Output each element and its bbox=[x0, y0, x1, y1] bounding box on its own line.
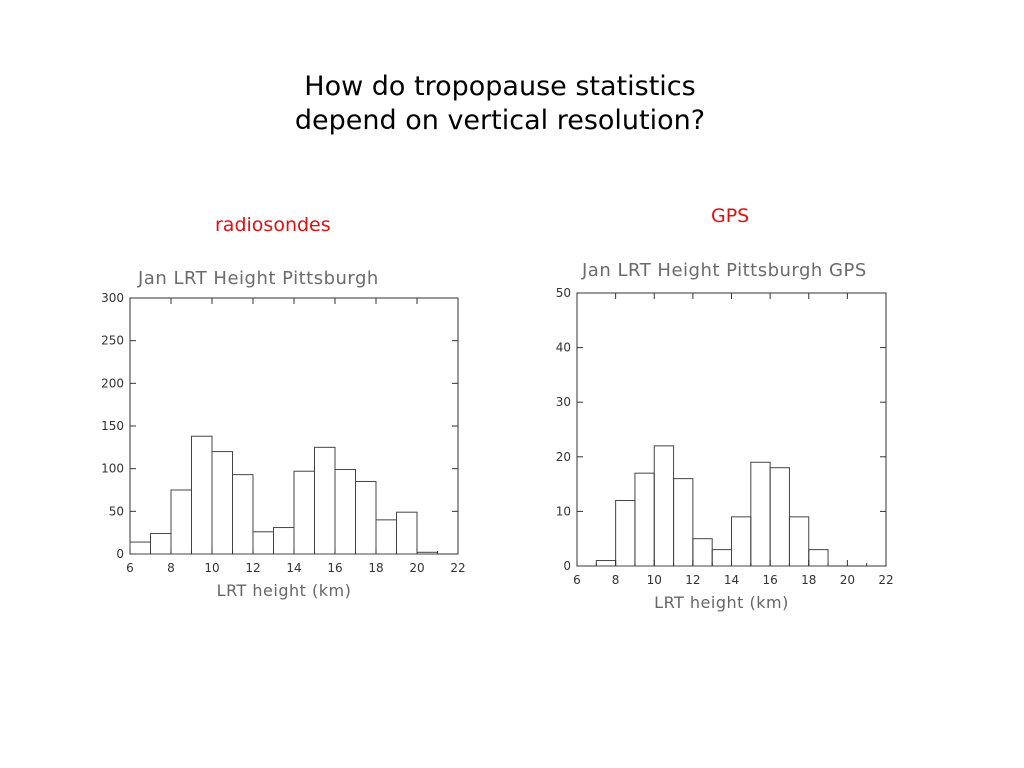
x-tick-label: 6 bbox=[573, 573, 581, 587]
histogram-bar bbox=[334, 469, 356, 555]
chart-title: Jan LRT Height Pittsburgh GPS bbox=[581, 260, 867, 281]
x-tick-label: 18 bbox=[801, 573, 816, 587]
slide-title-line-1: How do tropopause statistics bbox=[304, 71, 696, 102]
y-tick-label: 0 bbox=[563, 559, 571, 573]
histogram-bar bbox=[673, 478, 694, 567]
y-tick-label: 150 bbox=[101, 419, 124, 433]
y-tick-label: 100 bbox=[101, 462, 124, 476]
y-tick-label: 20 bbox=[556, 450, 571, 464]
histogram-bar bbox=[750, 461, 771, 567]
histogram-bar bbox=[615, 499, 636, 567]
y-tick-label: 50 bbox=[109, 504, 124, 518]
radiosondes-label: radiosondes bbox=[215, 214, 331, 236]
histogram-bar bbox=[595, 560, 617, 567]
histogram-bar bbox=[129, 541, 151, 555]
y-tick-label: 300 bbox=[101, 291, 124, 305]
histogram-bar bbox=[273, 527, 295, 555]
histogram-bar bbox=[416, 551, 438, 555]
histogram-bar bbox=[355, 480, 377, 555]
histogram-bar bbox=[653, 445, 675, 567]
histogram-bar bbox=[232, 474, 254, 555]
histogram-bar bbox=[808, 549, 829, 567]
gps-label: GPS bbox=[711, 205, 750, 227]
x-tick-label: 22 bbox=[878, 573, 893, 587]
histogram-bar bbox=[634, 472, 655, 567]
histogram-bar bbox=[731, 516, 752, 567]
histogram-bar bbox=[191, 435, 213, 555]
y-tick-label: 200 bbox=[101, 376, 124, 390]
y-tick-label: 30 bbox=[556, 395, 571, 409]
y-tick-label: 50 bbox=[556, 286, 571, 300]
histogram-bar bbox=[788, 516, 810, 567]
histogram-bar bbox=[396, 511, 418, 555]
histogram-bar bbox=[769, 467, 790, 567]
histogram-bar bbox=[692, 538, 713, 567]
y-tick-label: 40 bbox=[556, 341, 571, 355]
gps-histogram: Jan LRT Height Pittsburgh GPS 6 8 10 12 14 16 1… bbox=[556, 260, 894, 612]
x-axis-label: LRT height (km) bbox=[217, 581, 352, 600]
x-tick-label: 8 bbox=[612, 573, 620, 587]
histogram-bar bbox=[170, 489, 192, 555]
x-tick-label: 12 bbox=[685, 573, 700, 587]
x-tick-label: 16 bbox=[327, 561, 342, 575]
y-tick-label: 10 bbox=[556, 504, 571, 518]
x-tick-label: 22 bbox=[450, 561, 465, 575]
histogram-bar bbox=[711, 549, 732, 567]
histogram-bar bbox=[314, 446, 336, 555]
chart-title: Jan LRT Height Pittsburgh bbox=[137, 268, 379, 289]
x-tick-label: 8 bbox=[167, 561, 175, 575]
x-tick-label: 6 bbox=[126, 561, 134, 575]
x-tick-label: 10 bbox=[204, 561, 219, 575]
x-tick-label: 14 bbox=[286, 561, 301, 575]
y-tick-label: 0 bbox=[116, 547, 124, 561]
histogram-bar bbox=[375, 519, 397, 555]
histogram-bar bbox=[252, 531, 274, 555]
radiosonde-histogram: Jan LRT Height Pittsburgh 6 8 10 12 14 16 18 20 2… bbox=[101, 268, 466, 600]
x-tick-label: 20 bbox=[840, 573, 855, 587]
x-tick-label: 12 bbox=[245, 561, 260, 575]
histogram-bar bbox=[293, 470, 315, 555]
x-axis-label: LRT height (km) bbox=[654, 593, 789, 612]
x-tick-label: 14 bbox=[724, 573, 739, 587]
x-tick-label: 18 bbox=[368, 561, 383, 575]
slide-title: How do tropopause statistics depend on v… bbox=[0, 70, 1000, 138]
x-tick-label: 20 bbox=[409, 561, 424, 575]
y-tick-label: 250 bbox=[101, 334, 124, 348]
x-tick-label: 16 bbox=[762, 573, 777, 587]
histogram-bar bbox=[150, 533, 172, 555]
slide-title-line-2: depend on vertical resolution? bbox=[294, 105, 706, 136]
histogram-bar bbox=[211, 451, 233, 555]
x-tick-label: 10 bbox=[647, 573, 662, 587]
